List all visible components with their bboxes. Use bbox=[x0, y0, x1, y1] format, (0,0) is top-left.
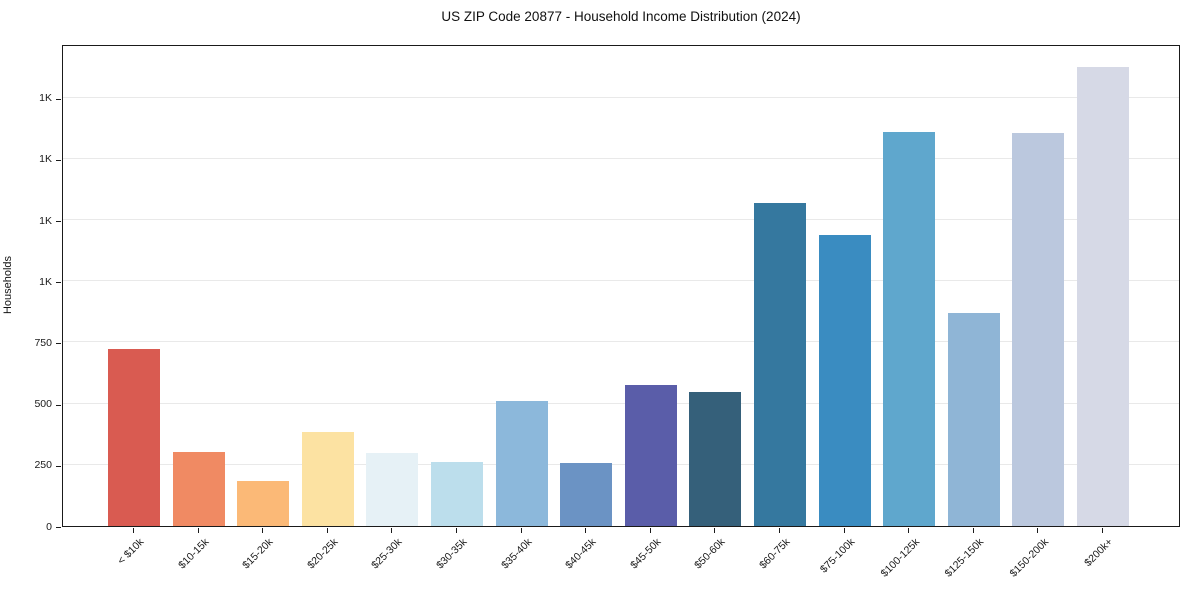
y-tick-mark bbox=[56, 404, 61, 406]
bar-50-60k bbox=[689, 391, 742, 526]
y-tick-label: 1K bbox=[39, 92, 52, 105]
y-tick-mark bbox=[56, 159, 61, 161]
y-tick-label: 1K bbox=[39, 153, 52, 166]
bar-20-25k bbox=[301, 432, 354, 526]
x-tick-mark bbox=[649, 528, 651, 533]
x-tick-mark bbox=[1102, 528, 1103, 533]
x-tick-label: $200k+ bbox=[1082, 536, 1116, 570]
y-tick-label: 250 bbox=[34, 459, 52, 472]
x-tick-mark bbox=[326, 528, 328, 533]
x-tick-label: $45-50k bbox=[627, 536, 664, 572]
y-tick-label: 750 bbox=[34, 336, 52, 349]
y-tick-label: 0 bbox=[46, 520, 52, 533]
y-tick-label: 500 bbox=[34, 398, 52, 411]
x-tick-label: $40-45k bbox=[563, 536, 599, 572]
y-tick-mark bbox=[56, 221, 61, 222]
bar-75-100k bbox=[818, 235, 871, 526]
x-tick-label: $60-75k bbox=[757, 536, 793, 572]
x-tick-mark bbox=[520, 528, 522, 533]
x-tick-mark bbox=[133, 528, 134, 533]
x-tick-label: < $10k bbox=[115, 536, 147, 567]
x-tick-mark bbox=[391, 528, 393, 533]
y-tick-label: 1K bbox=[39, 214, 52, 227]
x-tick-label: $25-30k bbox=[369, 536, 405, 572]
x-tick-label: $10-15k bbox=[175, 536, 212, 572]
x-tick-mark bbox=[843, 528, 845, 533]
gridline bbox=[63, 157, 1179, 159]
bar-200k bbox=[1077, 67, 1129, 526]
x-tick-label: $150-200k bbox=[1007, 536, 1051, 580]
x-tick-mark bbox=[714, 528, 716, 533]
gridline bbox=[63, 280, 1179, 282]
x-tick-label: $35-40k bbox=[498, 536, 535, 572]
bar-30-35k bbox=[431, 462, 483, 526]
x-tick-mark bbox=[972, 528, 974, 533]
y-tick-mark bbox=[56, 465, 61, 467]
bar-100-125k bbox=[883, 131, 936, 526]
bar-150-200k bbox=[1012, 132, 1065, 526]
x-tick-mark bbox=[585, 528, 587, 533]
x-tick-label: $75-100k bbox=[817, 536, 858, 576]
bar-10k bbox=[108, 348, 160, 526]
gridline bbox=[63, 219, 1179, 221]
x-tick-label: $30-35k bbox=[434, 536, 470, 572]
y-tick-mark bbox=[56, 343, 61, 345]
x-tick-label: $100-125k bbox=[878, 536, 922, 580]
bar-15-20k bbox=[237, 480, 290, 526]
bar-125-150k bbox=[947, 312, 1000, 526]
x-tick-mark bbox=[779, 528, 780, 533]
x-tick-mark bbox=[262, 528, 264, 533]
bar-10-15k bbox=[172, 452, 225, 526]
gridline bbox=[63, 402, 1179, 404]
y-tick-mark bbox=[56, 527, 61, 528]
bar-45-50k bbox=[624, 384, 677, 526]
bar-25-30k bbox=[366, 453, 419, 526]
gridline bbox=[63, 463, 1179, 465]
y-tick-mark bbox=[56, 282, 61, 284]
y-tick-mark bbox=[56, 98, 61, 100]
plot-area bbox=[62, 45, 1180, 527]
chart-title: US ZIP Code 20877 - Household Income Dis… bbox=[441, 9, 801, 24]
bar-40-45k bbox=[560, 463, 613, 526]
y-tick-label: 1K bbox=[39, 275, 52, 288]
bar-35-40k bbox=[495, 401, 548, 526]
x-tick-mark bbox=[908, 528, 910, 533]
x-tick-mark bbox=[1037, 528, 1039, 533]
x-tick-label: $20-25k bbox=[304, 536, 341, 572]
gridline bbox=[63, 341, 1179, 343]
x-tick-mark bbox=[456, 528, 457, 533]
bar-60-75k bbox=[754, 203, 806, 526]
x-tick-mark bbox=[197, 528, 199, 533]
gridline bbox=[63, 96, 1179, 98]
x-tick-label: $50-60k bbox=[692, 536, 728, 572]
x-tick-label: $125-150k bbox=[942, 536, 987, 580]
x-tick-label: $15-20k bbox=[240, 536, 276, 572]
